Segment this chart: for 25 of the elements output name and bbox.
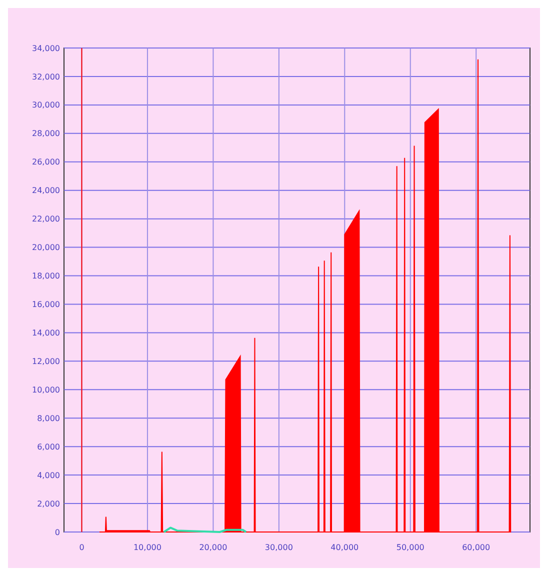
y-tick-label: 6,000	[37, 442, 60, 452]
x-tick-label: 10,000	[133, 543, 162, 552]
y-tick-label: 28,000	[32, 129, 60, 138]
y-tick-label: 32,000	[32, 72, 60, 82]
y-tick-label: 24,000	[32, 186, 60, 196]
x-tick-label: 40,000	[330, 543, 359, 552]
y-tick-label: 34,000	[32, 44, 60, 53]
y-tick-label: 30,000	[32, 100, 60, 110]
y-tick-label: 8,000	[37, 414, 60, 423]
y-tick-label: 22,000	[32, 214, 60, 224]
x-tick-label: 30,000	[264, 543, 293, 552]
x-tick-label: 20,000	[199, 543, 228, 552]
y-tick-label: 2,000	[37, 499, 60, 508]
x-tick-label: 0	[79, 543, 84, 552]
y-tick-label: 16,000	[32, 300, 60, 310]
y-tick-label: 12,000	[32, 356, 60, 366]
y-tick-label: 4,000	[37, 470, 60, 480]
y-tick-label: 20,000	[32, 243, 60, 252]
y-tick-label: 10,000	[32, 385, 60, 394]
y-tick-label: 18,000	[32, 272, 60, 281]
y-tick-label: 0	[54, 528, 60, 537]
x-tick-label: 50,000	[396, 543, 424, 552]
y-tick-label: 14,000	[32, 328, 60, 338]
y-tick-label: 26,000	[32, 158, 60, 167]
x-tick-label: 60,000	[462, 543, 490, 552]
